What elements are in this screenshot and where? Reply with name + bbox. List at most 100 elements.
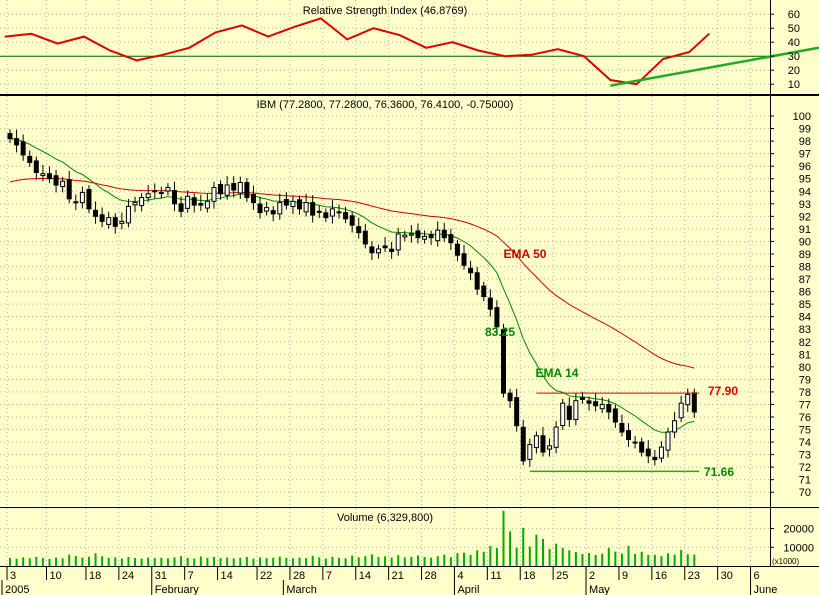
candle	[672, 411, 678, 438]
candle	[310, 195, 316, 223]
candle	[678, 395, 684, 423]
candle	[586, 396, 592, 411]
candle	[382, 237, 388, 253]
rsi-tick-label: 50	[788, 23, 800, 35]
x-tick-label: 28	[293, 570, 305, 582]
candle	[435, 221, 441, 247]
x-tick-label: 25	[556, 570, 568, 582]
candle	[336, 204, 342, 219]
rsi-point	[83, 36, 85, 38]
month-label: February	[155, 584, 200, 595]
rsi-tick-label: 40	[788, 37, 800, 49]
month-label: May	[589, 584, 610, 595]
rsi-tick-label: 10	[788, 79, 800, 91]
rsi-point	[30, 33, 32, 35]
rsi-point	[109, 50, 111, 52]
price-panel	[7, 129, 700, 473]
ema50-line	[9, 177, 695, 369]
rsi-line	[4, 17, 710, 86]
price-tick-label: 99	[799, 124, 811, 136]
candle	[441, 222, 447, 243]
rsi-point	[708, 33, 710, 35]
candle	[211, 181, 217, 209]
candle	[619, 414, 625, 437]
candle	[685, 388, 691, 413]
price-tick-label: 88	[799, 262, 811, 274]
x-tick-label: 18	[89, 570, 101, 582]
price-tick-label: 95	[799, 174, 811, 186]
candle	[178, 196, 184, 218]
candle	[145, 184, 151, 202]
candle	[560, 398, 566, 430]
rsi-panel-bg	[0, 0, 819, 94]
grid	[0, 0, 770, 566]
candle	[224, 176, 230, 200]
rsi-point	[636, 83, 638, 85]
candle	[303, 193, 309, 217]
rsi-tick-label: 20	[788, 65, 800, 77]
price-tick-label: 81	[799, 349, 811, 361]
price-tick-label: 89	[799, 249, 811, 261]
month-label: 2005	[5, 584, 29, 595]
x-tick-label: 7	[188, 570, 194, 582]
candle	[27, 150, 33, 167]
x-tick-label: 3	[10, 570, 16, 582]
candle	[343, 206, 349, 224]
candle	[375, 244, 381, 259]
candle	[297, 195, 303, 215]
rsi-point	[662, 58, 664, 60]
candle	[362, 223, 368, 249]
x-tick-label: 10	[49, 570, 61, 582]
volume-tick-label: 10000	[783, 542, 814, 554]
rsi-point	[162, 54, 164, 56]
candle	[323, 208, 329, 223]
price-tick-label: 83	[799, 324, 811, 336]
price-tick-label: 74	[799, 437, 811, 449]
price-tick-label: 93	[799, 199, 811, 211]
rsi-tick-label: 30	[788, 51, 800, 63]
candle	[422, 230, 428, 244]
candle	[448, 228, 454, 251]
candle	[652, 449, 658, 466]
candle	[527, 438, 533, 467]
price-tick-label: 78	[799, 387, 811, 399]
rsi-panel	[0, 17, 819, 87]
candle	[474, 266, 480, 295]
price-tick-label: 85	[799, 299, 811, 311]
price-tick-label: 80	[799, 362, 811, 374]
x-tick-label: 4	[457, 570, 463, 582]
candle	[658, 441, 664, 463]
rsi-point	[188, 47, 190, 49]
candle	[461, 244, 467, 270]
x-tick-label: 21	[392, 570, 404, 582]
rsi-point	[267, 36, 269, 38]
candle	[606, 398, 612, 420]
candle	[204, 193, 210, 213]
price-tick-label: 71	[799, 475, 811, 487]
candle	[599, 397, 605, 414]
x-axis-bg	[0, 566, 819, 595]
candle	[40, 164, 46, 182]
ema14-line	[9, 138, 695, 433]
rsi-point	[557, 48, 559, 50]
rsi-point	[399, 34, 401, 36]
annotation-label: 71.66	[704, 465, 734, 479]
candle	[198, 194, 204, 211]
annotation-label: EMA 50	[504, 247, 547, 261]
annotation-label: 83.25	[485, 325, 515, 339]
candle	[20, 134, 26, 161]
candle	[501, 323, 506, 398]
rsi-point	[372, 27, 375, 29]
candle	[244, 178, 250, 202]
candle	[329, 199, 335, 224]
candle	[191, 193, 197, 213]
x-tick-label: 6	[754, 570, 760, 582]
candle	[481, 281, 487, 301]
candle	[514, 388, 520, 432]
rsi-point	[451, 41, 454, 43]
price-tick-label: 84	[799, 312, 811, 324]
x-tick-label: 7	[326, 570, 332, 582]
candle	[573, 393, 579, 426]
